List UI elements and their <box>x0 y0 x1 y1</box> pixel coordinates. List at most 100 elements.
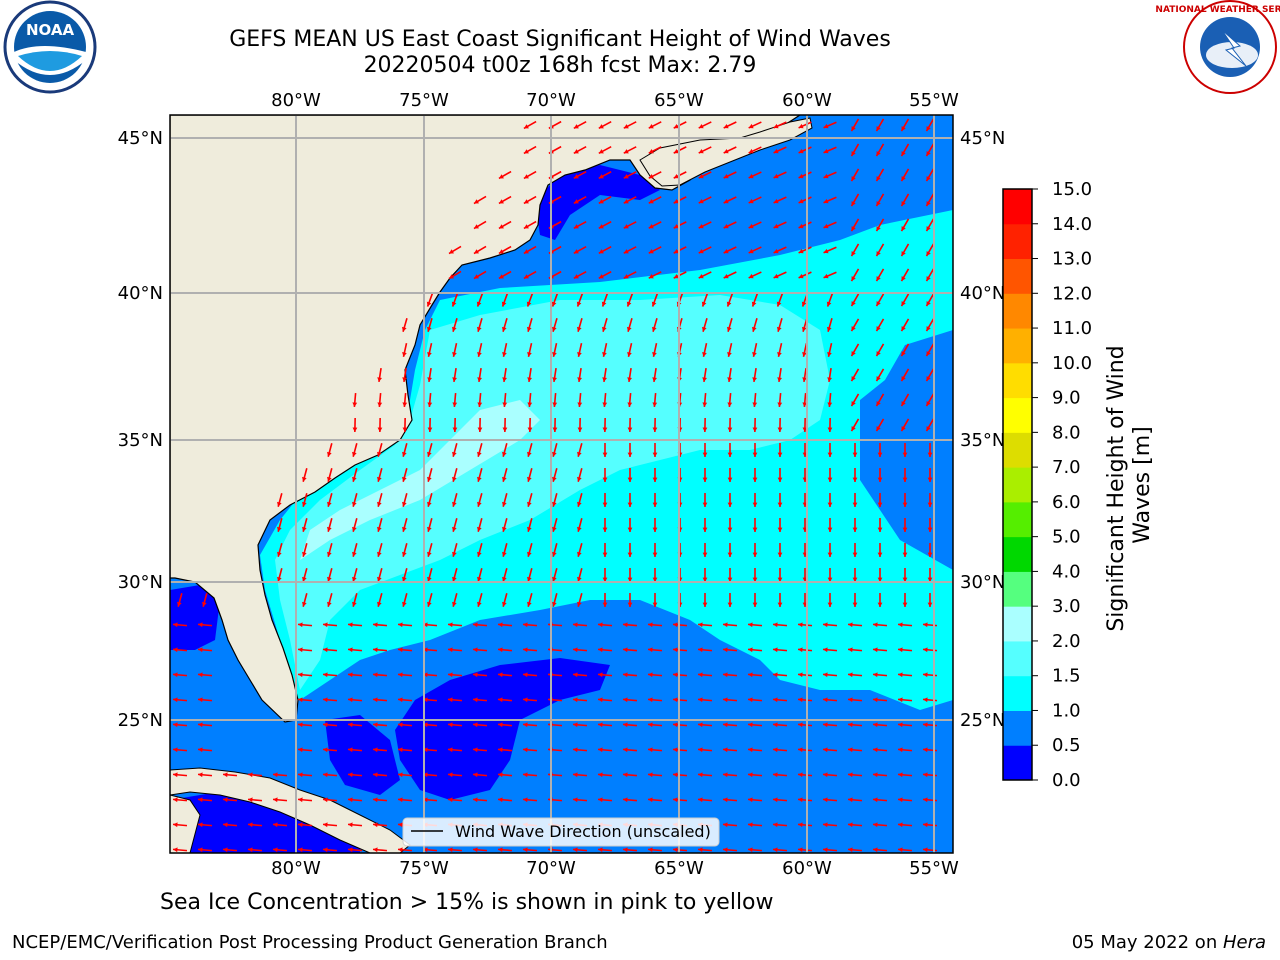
noaa-logo-text: NOAA <box>26 21 75 39</box>
lon-ticks-bottom: 80°W 75°W 70°W 65°W 60°W 55°W <box>271 858 959 879</box>
wave-arrow-head <box>298 747 303 753</box>
wave-arrow-head <box>451 326 457 332</box>
wave-arrow-head <box>402 526 407 532</box>
wave-arrow-head <box>773 173 779 179</box>
wave-arrow-head <box>477 476 482 482</box>
wave-arrow-head <box>573 622 578 628</box>
wave-arrow-head <box>748 697 753 703</box>
wave-arrow-head <box>476 301 482 307</box>
wave-arrow-head <box>198 647 203 653</box>
wave-arrow-head <box>198 747 203 753</box>
wave-arrow-head <box>273 797 278 803</box>
wave-arrow-head <box>898 772 903 778</box>
wave-arrow-head <box>473 797 478 803</box>
wave-arrow-head <box>523 149 529 154</box>
wave-arrow-head <box>648 622 653 628</box>
colorbar-segment <box>1003 745 1032 781</box>
wave-arrow-head <box>851 126 856 132</box>
wave-arrow-head <box>502 427 508 432</box>
wave-arrow-head <box>573 797 578 803</box>
wave-arrow-head <box>851 351 856 357</box>
colorbar-tick-label: 6.0 <box>1052 492 1081 513</box>
wave-arrow-head <box>277 576 282 582</box>
wave-arrow-head <box>623 124 629 129</box>
wave-arrow-head <box>748 123 754 129</box>
wave-arrow-head <box>827 352 832 357</box>
wave-arrow-head <box>827 477 833 482</box>
wave-arrow-head <box>827 452 833 457</box>
wave-arrow-head <box>473 199 479 204</box>
wave-arrow-head <box>348 622 353 628</box>
wave-arrow-head <box>823 123 829 129</box>
chart-title: GEFS MEAN US East Coast Significant Heig… <box>229 27 891 52</box>
wave-arrow-head <box>923 847 928 853</box>
wave-arrow-head <box>577 551 582 557</box>
wave-arrow-head <box>423 622 428 628</box>
wave-arrow-head <box>598 847 603 853</box>
wave-arrow-head <box>848 672 853 678</box>
wave-arrow-head <box>902 527 908 532</box>
wave-arrow-head <box>523 622 528 628</box>
lat-tick: 30°N <box>118 572 163 593</box>
wave-arrow-head <box>348 797 353 803</box>
wave-arrow-head <box>427 451 432 457</box>
wave-arrow-head <box>573 149 579 154</box>
gridlines <box>170 115 953 853</box>
colorbar-segment <box>1003 223 1032 260</box>
colorbar-tick-label: 0.5 <box>1052 735 1081 756</box>
wave-arrow-head <box>823 148 829 154</box>
wave-arrow-head <box>448 722 453 728</box>
wave-arrow-head <box>823 797 828 803</box>
wave-arrow-head <box>327 476 332 482</box>
colorbar-label-line1: Significant Height of Wind <box>1104 345 1129 631</box>
wave-arrow-head <box>198 772 203 778</box>
wave-arrow-head <box>577 501 582 507</box>
wave-arrow-head <box>473 672 478 678</box>
wave-arrow-head <box>798 273 804 279</box>
wave-arrow-head <box>352 427 358 432</box>
wave-arrow-head <box>926 226 931 232</box>
wave-arrow-head <box>527 451 532 457</box>
wave-arrow-head <box>476 326 482 332</box>
wave-arrow-head <box>577 377 582 382</box>
wave-arrow-head <box>748 198 754 204</box>
wave-arrow-head <box>498 847 503 853</box>
wave-arrow-head <box>373 672 378 678</box>
colorbar-tick-label: 12.0 <box>1052 283 1092 304</box>
wave-arrow-head <box>327 526 332 532</box>
wave-arrow-head <box>598 224 604 229</box>
wave-arrow-head <box>898 822 903 828</box>
wave-arrow-head <box>648 174 654 179</box>
wave-arrow-head <box>598 199 604 204</box>
wave-arrow-head <box>823 822 828 828</box>
wave-arrow-head <box>502 551 507 557</box>
wave-arrow-head <box>323 772 328 778</box>
wave-arrow-head <box>923 622 928 628</box>
lon-tick: 55°W <box>909 858 959 879</box>
wave-arrow-head <box>773 647 778 653</box>
wave-arrow-head <box>876 251 881 257</box>
wave-arrow-head <box>377 427 383 432</box>
wave-arrow-head <box>302 551 307 557</box>
wave-arrow-head <box>851 276 856 282</box>
wave-arrow-head <box>673 249 679 254</box>
colorbar-tick-label: 7.0 <box>1052 457 1081 478</box>
wave-arrow-head <box>498 722 503 728</box>
wave-arrow-head <box>823 747 828 753</box>
wave-arrow-head <box>776 301 782 307</box>
wave-arrow-head <box>352 501 357 507</box>
wave-arrow-head <box>851 326 856 332</box>
wave-arrow-head <box>777 377 782 382</box>
wave-arrow-head <box>898 697 903 703</box>
wave-arrow-head <box>423 797 428 803</box>
wave-arrow-head <box>398 722 403 728</box>
wave-arrow-head <box>727 427 733 432</box>
wave-arrow-head <box>452 451 457 457</box>
wave-arrow-head <box>573 249 579 254</box>
colorbar-segment <box>1003 258 1032 294</box>
wave-arrow-head <box>698 797 703 803</box>
wave-arrow-head <box>777 402 783 407</box>
wave-arrow-head <box>552 576 557 582</box>
wave-arrow-head <box>223 847 228 853</box>
wave-arrow-head <box>702 602 708 607</box>
